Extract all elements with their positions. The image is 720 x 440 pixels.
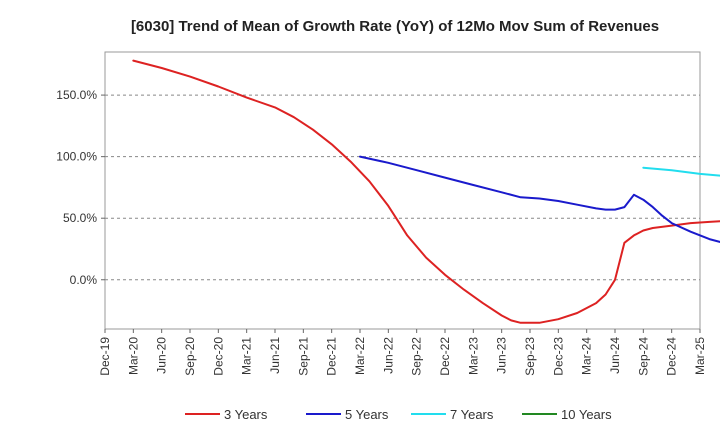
x-tick-label: Mar-24: [580, 337, 594, 375]
series-line-3-years: [132, 59, 720, 324]
y-tick-label: 150.0%: [56, 88, 97, 102]
plot-area: [104, 51, 701, 330]
y-tick-label: 50.0%: [63, 211, 97, 225]
x-tick-label: Mar-25: [693, 337, 707, 375]
y-tick-label: 0.0%: [70, 273, 98, 287]
x-tick-label: Mar-20: [126, 337, 140, 375]
x-axis: Dec-19 Mar-20 Jun-20 Sep-20 Dec-20 Mar-21 Jun-…: [98, 329, 707, 376]
x-tick-label: Sep-20: [183, 337, 197, 376]
series-lines: [132, 59, 720, 324]
x-tick-label: Jun-23: [495, 337, 509, 374]
x-tick-label: Sep-24: [636, 337, 650, 376]
x-tick-label: Dec-24: [665, 337, 679, 376]
x-tick-label: Dec-19: [98, 337, 112, 376]
series-line-5-years: [359, 155, 720, 243]
x-tick-label: Jun-22: [381, 337, 395, 374]
x-tick-label: Jun-21: [268, 337, 282, 374]
x-tick-label: Sep-23: [523, 337, 537, 376]
legend-label: 10 Years: [561, 407, 612, 422]
x-tick-label: Dec-20: [211, 337, 225, 376]
x-tick-label: Dec-22: [438, 337, 452, 376]
legend-label: 3 Years: [224, 407, 268, 422]
x-tick-label: Mar-21: [240, 337, 254, 375]
legend-label: 7 Years: [450, 407, 494, 422]
x-tick-label: Sep-21: [296, 337, 310, 376]
x-tick-label: Sep-22: [410, 337, 424, 376]
chart-title: [6030] Trend of Mean of Growth Rate (YoY…: [131, 18, 659, 35]
series-line-7-years: [642, 166, 720, 177]
x-tick-label: Dec-21: [325, 337, 339, 376]
legend-label: 5 Years: [345, 407, 389, 422]
x-tick-label: Jun-24: [608, 337, 622, 374]
x-tick-label: Dec-23: [551, 337, 565, 376]
x-tick-label: Jun-20: [155, 337, 169, 374]
x-tick-label: Mar-23: [466, 337, 480, 375]
y-tick-label: 100.0%: [56, 150, 97, 164]
legend: 3 Years 5 Years 7 Years 10 Years: [185, 407, 612, 422]
y-axis: 0.0% 50.0% 100.0% 150.0%: [56, 88, 105, 287]
x-tick-label: Mar-22: [353, 337, 367, 375]
